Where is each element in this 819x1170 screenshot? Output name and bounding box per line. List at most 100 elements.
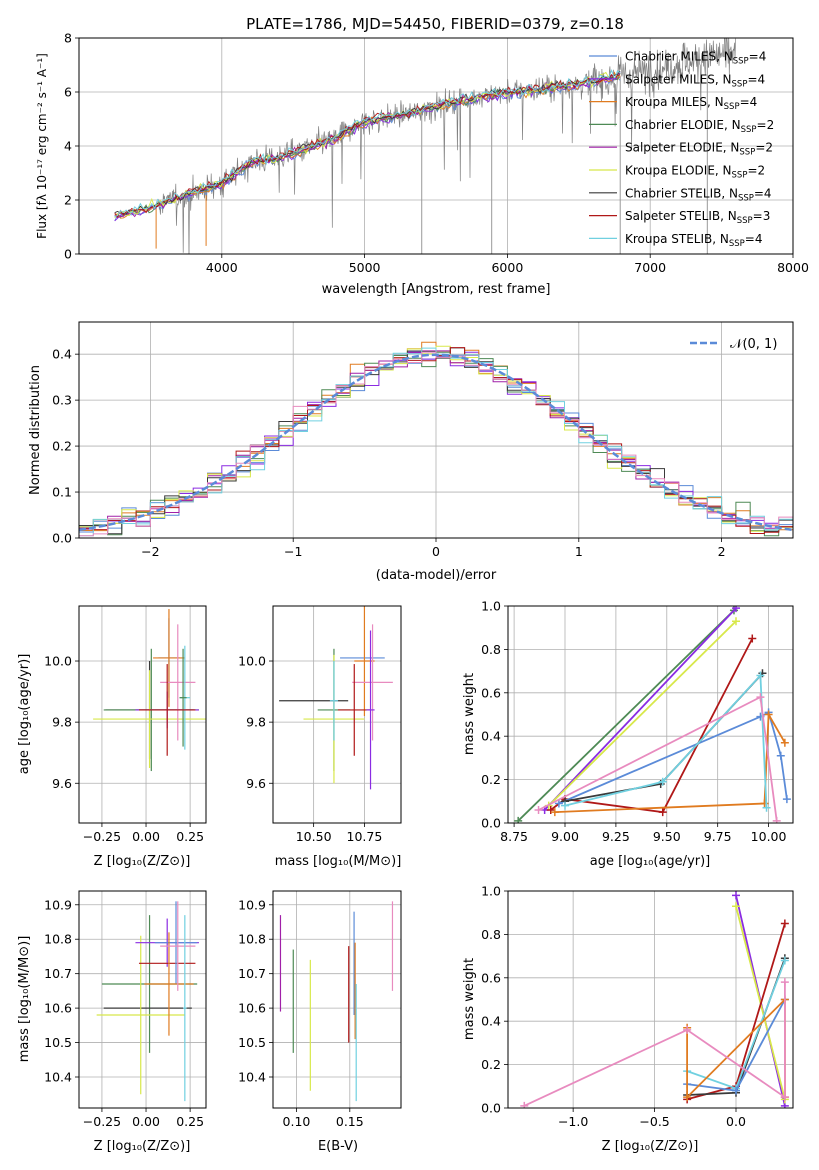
residuals-ytick-label: 0.3	[52, 393, 72, 408]
z-mass-xtick-label: 0.25	[176, 1114, 204, 1129]
age-weight-xtick-label: 9.25	[602, 829, 630, 844]
z-mass-ytick-label: 10.9	[44, 897, 72, 912]
model-fit-line-7	[114, 73, 621, 218]
age-weight-panel: 8.75 9.00 9.25 9.50 9.75 10.00 0.0 0.2 0.4 0.6 0.8…	[462, 599, 794, 869]
age-weight-series-1	[543, 607, 737, 811]
age-weight-series-7	[564, 673, 768, 808]
legend-entry-label: Chabrier STELIB, NSSP=4	[625, 186, 772, 203]
ebv-mass-ytick-label: 10.4	[238, 1070, 266, 1085]
spectrum-ytick-label: 6	[64, 85, 72, 100]
spectrum-ytick-label: 8	[64, 31, 72, 46]
spectrum-xlabel: wavelength [Angstrom, rest frame]	[322, 282, 551, 297]
age-weight-marker	[772, 816, 781, 823]
age-weight-marker	[514, 816, 523, 823]
z-weight-marker	[732, 1086, 740, 1095]
z-age-xtick-label: 0.25	[176, 829, 204, 844]
histogram-xlabel: (data-model)/error	[376, 568, 497, 583]
z-mass-ytick-label: 10.6	[44, 1001, 72, 1016]
histogram-legend-label: 𝒩(0, 1)	[730, 337, 777, 352]
age-weight-marker	[756, 671, 765, 680]
z-weight-xtick-label: −1.0	[558, 1114, 588, 1129]
age-weight-marker	[776, 751, 785, 760]
age-weight-marker	[658, 777, 667, 786]
mass-age-xtick-label: 10.75	[347, 829, 383, 844]
legend-entry-label: Kroupa MILES, NSSP=4	[625, 95, 757, 112]
z-weight-marker	[780, 956, 789, 965]
residuals-xtick-label: 2	[718, 544, 726, 559]
z-age-xlabel: Z [log₁₀(Z/Z⊙)]	[94, 854, 191, 869]
legend-entry-label: Kroupa ELODIE, NSSP=2	[625, 164, 765, 181]
age-weight-xtick-label: 10.00	[751, 829, 787, 844]
age-weight-series-0	[517, 609, 735, 822]
age-weight-ytick-label: 0.4	[481, 729, 501, 744]
ebv-mass-panel: 0.10 0.15 10.4 10.5 10.6 10.7 10.8 10.9 E(B-V)	[238, 890, 402, 1154]
z-mass-xtick-label: −0.25	[83, 1114, 121, 1129]
z-weight-marker	[520, 1101, 529, 1108]
age-weight-marker	[732, 606, 740, 613]
legend-entry-label: Chabrier ELODIE, NSSP=2	[625, 118, 774, 135]
model-fit-line-8	[114, 69, 621, 218]
mass-age-ytick-label: 9.6	[246, 776, 266, 791]
spectrum-xtick-label: 6000	[491, 260, 523, 275]
age-weight-marker	[764, 710, 773, 719]
z-age-ytick-label: 10.0	[44, 654, 72, 669]
residuals-xtick-label: 0	[432, 544, 440, 559]
z-weight-marker	[780, 919, 789, 928]
z-weight-marker	[683, 1025, 692, 1034]
legend-entry-label: Chabrier MILES, NSSP=4	[625, 50, 766, 67]
z-weight-ytick-label: 0.2	[481, 1057, 501, 1072]
z-age-panel: −0.25 0.00 0.259.69.810.0 Z [log₁₀(Z/Z⊙)] …	[17, 605, 207, 869]
z-mass-xlabel: Z [log₁₀(Z/Z⊙)]	[94, 1139, 191, 1154]
z-mass-xtick-label: 0.00	[132, 1114, 160, 1129]
z-mass-ytick-label: 10.4	[44, 1070, 72, 1085]
spectrum-ylabel: Flux [fλ 10⁻¹⁷ erg cm⁻² s⁻¹ A⁻¹]	[35, 53, 49, 239]
model-fit-line-5	[114, 71, 621, 218]
spectrum-xtick-label: 7000	[634, 260, 666, 275]
z-weight-ytick-label: 0.0	[481, 1101, 501, 1116]
mass-age-ytick-label: 10.0	[238, 654, 266, 669]
z-weight-xtick-label: −0.5	[639, 1114, 669, 1129]
mass-age-xtick-label: 10.50	[296, 829, 332, 844]
age-weight-marker	[561, 801, 569, 810]
legend-entry-label: Salpeter STELIB, NSSP=3	[625, 209, 770, 226]
histogram-ylabel: Normed distribution	[28, 365, 43, 495]
z-weight-marker	[732, 891, 740, 900]
z-mass-ylabel: mass [log₁₀(M/M⊙)]	[17, 936, 32, 1063]
residuals-xtick-label: −2	[141, 544, 159, 559]
z-mass-ytick-label: 10.8	[44, 932, 72, 947]
age-weight-ytick-label: 0.0	[481, 816, 501, 831]
z-weight-marker	[732, 902, 740, 911]
z-weight-marker	[683, 1093, 692, 1102]
legend-entry-label: Salpeter MILES, NSSP=4	[625, 72, 765, 89]
normal-curve	[79, 353, 793, 532]
z-age-ylabel: age [log₁₀(age/yr)]	[17, 654, 32, 775]
mass-age-xlabel: mass [log₁₀(M/M⊙)]	[275, 854, 402, 869]
age-weight-ytick-label: 0.2	[481, 772, 501, 787]
z-weight-panel: −1.0 −0.5 0.0 0.0 0.2 0.4 0.6 0.8 1.0 Z [log₁₀(Z…	[462, 884, 794, 1154]
ebv-mass-xtick-label: 0.10	[283, 1114, 311, 1129]
age-weight-marker	[534, 805, 543, 814]
age-weight-marker	[748, 634, 757, 643]
spectrum-title: PLATE=1786, MJD=54450, FIBERID=0379, z=0…	[246, 15, 624, 33]
z-weight-series-7	[523, 982, 786, 1107]
z-age-ytick-label: 9.8	[52, 715, 72, 730]
age-weight-ylabel: mass weight	[462, 673, 477, 755]
residuals-ytick-label: 0.1	[52, 485, 72, 500]
age-weight-xlabel: age [log₁₀(age/yr)]	[590, 854, 711, 869]
ebv-mass-ytick-label: 10.6	[238, 1001, 266, 1016]
age-weight-marker	[550, 808, 559, 817]
age-weight-marker	[554, 799, 563, 808]
mass-age-panel: 10.50 10.75 9.6 9.8 10.0 mass [log₁₀(M/M⊙)]	[238, 605, 402, 869]
residual-histogram-panel: −2 −1 0 1 2 0.0 0.1 0.2 0.3 0.4 𝒩(0, 1) (data-mod…	[28, 321, 794, 583]
legend-entry-label: Salpeter ELODIE, NSSP=2	[625, 141, 773, 158]
z-age-xtick-label: −0.25	[83, 829, 121, 844]
spectrum-panel: PLATE=1786, MJD=54450, FIBERID=0379, z=0…	[35, 15, 809, 297]
age-weight-ytick-label: 0.6	[481, 685, 501, 700]
age-weight-xtick-label: 8.75	[500, 829, 528, 844]
z-weight-ylabel: mass weight	[462, 958, 477, 1040]
histogram-legend: 𝒩(0, 1)	[690, 337, 777, 352]
age-weight-xtick-label: 9.75	[704, 829, 732, 844]
legend-entry-label: Kroupa STELIB, NSSP=4	[625, 232, 763, 249]
z-weight-xtick-label: 0.0	[726, 1114, 746, 1129]
